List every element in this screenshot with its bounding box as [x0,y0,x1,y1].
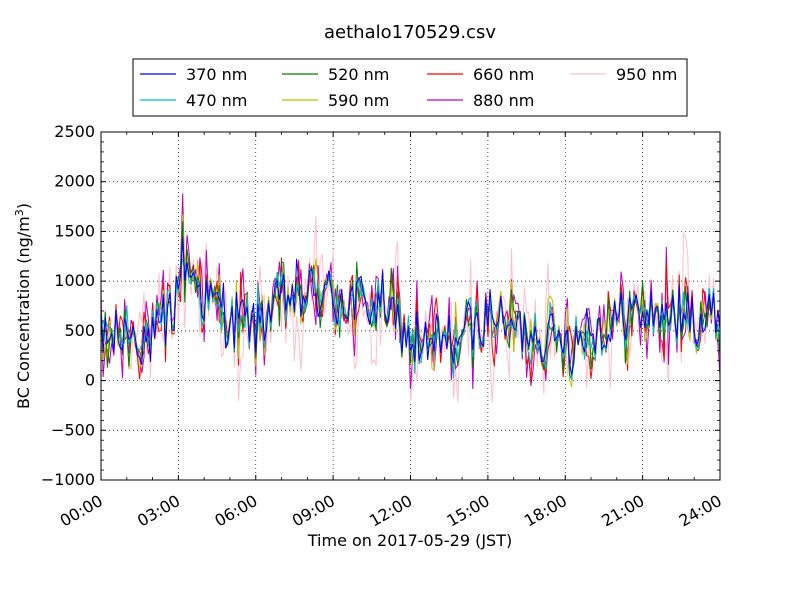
y-tick-label: 500 [64,321,95,340]
plot-background [101,132,720,480]
y-tick-label: 1000 [54,271,95,290]
series-line-950-nm [100,216,721,403]
x-tick-label: 18:00 [521,491,570,531]
x-tick-label: 21:00 [598,491,647,531]
y-tick-labels: −1000 −500 0 500 1000 1500 2000 2500 [41,122,95,489]
legend-label: 590 nm [328,91,389,110]
x-tick-labels: 00:00 03:00 06:00 09:00 12:00 15:00 18:00 21:00… [57,491,725,531]
x-tick-label: 00:00 [57,491,106,531]
legend-box [132,58,688,117]
y-tick-label: 2500 [54,122,95,141]
series-lines [100,193,721,403]
x-tick-label: 24:00 [676,491,725,531]
series-line-880-nm [100,193,721,390]
y-axis-label: BC Concentration (ng/m3) [13,203,33,409]
tick-marks [100,131,721,481]
y-axis-label-tail: ) [14,203,33,209]
y-tick-label: 0 [85,371,95,390]
legend-label: 950 nm [616,65,677,84]
series-line-370-nm [100,237,721,376]
chart-title: aethalo170529.csv [324,22,496,43]
y-tick-label: −1000 [41,470,95,489]
x-tick-label: 09:00 [289,491,338,531]
legend-label: 370 nm [186,65,247,84]
y-tick-label: −500 [51,420,95,439]
x-axis-label: Time on 2017-05-29 (JST) [307,531,512,550]
y-tick-label: 1500 [54,221,95,240]
legend-label: 470 nm [186,91,247,110]
legend-label: 520 nm [328,65,389,84]
x-tick-label: 06:00 [211,491,260,531]
y-tick-label: 2000 [54,172,95,191]
y-axis-label-main: BC Concentration (ng/m [14,216,33,409]
plot-area [100,131,721,481]
x-tick-label: 03:00 [134,491,183,531]
legend-label: 660 nm [473,65,534,84]
x-tick-label: 12:00 [366,491,415,531]
x-tick-label: 15:00 [443,491,492,531]
legend: 370 nm 470 nm 520 nm 590 nm 660 nm 880 nm 950 … [132,58,688,117]
y-axis-label-superscript: 3 [13,209,26,216]
legend-label: 880 nm [473,91,534,110]
